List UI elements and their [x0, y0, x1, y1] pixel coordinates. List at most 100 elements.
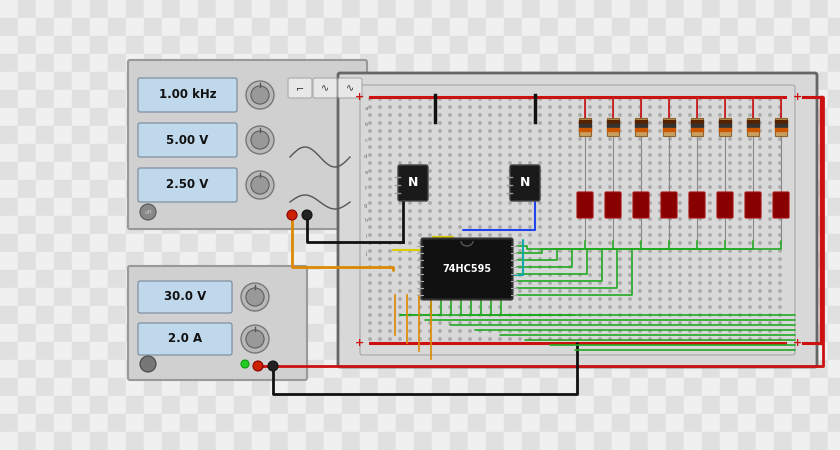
- Circle shape: [699, 154, 701, 156]
- Bar: [198, 72, 216, 90]
- Circle shape: [769, 218, 771, 220]
- Circle shape: [389, 162, 391, 164]
- Bar: [630, 144, 648, 162]
- Bar: [756, 378, 774, 396]
- Circle shape: [369, 162, 371, 164]
- Text: +: +: [792, 92, 801, 102]
- Circle shape: [689, 282, 691, 284]
- Bar: [108, 342, 126, 360]
- Bar: [288, 72, 306, 90]
- Bar: [756, 216, 774, 234]
- Bar: [306, 36, 324, 54]
- Bar: [558, 216, 576, 234]
- Circle shape: [428, 106, 431, 108]
- Bar: [126, 252, 144, 270]
- Bar: [702, 126, 720, 144]
- Bar: [234, 36, 252, 54]
- Circle shape: [779, 250, 781, 252]
- Bar: [144, 324, 162, 342]
- Bar: [234, 90, 252, 108]
- Circle shape: [302, 210, 312, 220]
- Circle shape: [729, 194, 731, 196]
- Circle shape: [669, 162, 671, 164]
- Circle shape: [529, 218, 531, 220]
- Circle shape: [739, 162, 741, 164]
- Bar: [342, 234, 360, 252]
- Bar: [36, 432, 54, 450]
- Bar: [432, 216, 450, 234]
- Bar: [162, 108, 180, 126]
- Bar: [180, 198, 198, 216]
- Circle shape: [399, 106, 402, 108]
- Circle shape: [709, 146, 711, 148]
- Bar: [54, 36, 72, 54]
- Circle shape: [489, 314, 491, 316]
- Circle shape: [579, 226, 581, 228]
- Bar: [234, 288, 252, 306]
- Circle shape: [659, 178, 661, 180]
- Circle shape: [389, 178, 391, 180]
- Circle shape: [629, 330, 631, 332]
- Circle shape: [519, 234, 521, 236]
- Bar: [594, 234, 612, 252]
- Circle shape: [589, 274, 591, 276]
- Bar: [702, 414, 720, 432]
- Bar: [684, 270, 702, 288]
- Circle shape: [739, 106, 741, 108]
- Bar: [252, 180, 270, 198]
- Circle shape: [459, 210, 461, 212]
- Bar: [684, 324, 702, 342]
- Bar: [378, 162, 396, 180]
- Bar: [414, 360, 432, 378]
- Bar: [792, 252, 810, 270]
- Bar: [607, 120, 619, 122]
- Bar: [18, 378, 36, 396]
- Bar: [747, 128, 759, 130]
- Bar: [738, 144, 756, 162]
- Bar: [342, 126, 360, 144]
- Bar: [504, 18, 522, 36]
- Bar: [198, 90, 216, 108]
- Bar: [0, 144, 18, 162]
- Bar: [342, 252, 360, 270]
- Bar: [648, 252, 666, 270]
- Bar: [288, 234, 306, 252]
- Circle shape: [519, 242, 521, 244]
- Bar: [108, 216, 126, 234]
- Bar: [648, 0, 666, 18]
- Circle shape: [538, 98, 541, 100]
- Circle shape: [609, 242, 612, 244]
- Bar: [828, 72, 840, 90]
- Circle shape: [509, 122, 512, 124]
- Bar: [360, 180, 378, 198]
- Circle shape: [609, 218, 612, 220]
- Bar: [504, 126, 522, 144]
- Circle shape: [689, 290, 691, 292]
- Bar: [594, 180, 612, 198]
- Bar: [126, 396, 144, 414]
- Bar: [702, 360, 720, 378]
- Circle shape: [748, 338, 751, 340]
- Bar: [18, 108, 36, 126]
- Bar: [36, 306, 54, 324]
- Bar: [774, 54, 792, 72]
- Bar: [306, 252, 324, 270]
- Bar: [666, 126, 684, 144]
- Bar: [72, 270, 90, 288]
- Bar: [18, 396, 36, 414]
- Circle shape: [699, 170, 701, 172]
- Circle shape: [719, 138, 722, 140]
- Circle shape: [449, 178, 451, 180]
- Circle shape: [438, 314, 441, 316]
- Circle shape: [459, 162, 461, 164]
- Bar: [216, 432, 234, 450]
- Circle shape: [438, 274, 441, 276]
- Bar: [774, 396, 792, 414]
- Circle shape: [699, 290, 701, 292]
- Bar: [162, 0, 180, 18]
- Bar: [72, 90, 90, 108]
- Circle shape: [428, 250, 431, 252]
- Circle shape: [479, 114, 481, 116]
- Circle shape: [629, 234, 631, 236]
- Circle shape: [489, 274, 491, 276]
